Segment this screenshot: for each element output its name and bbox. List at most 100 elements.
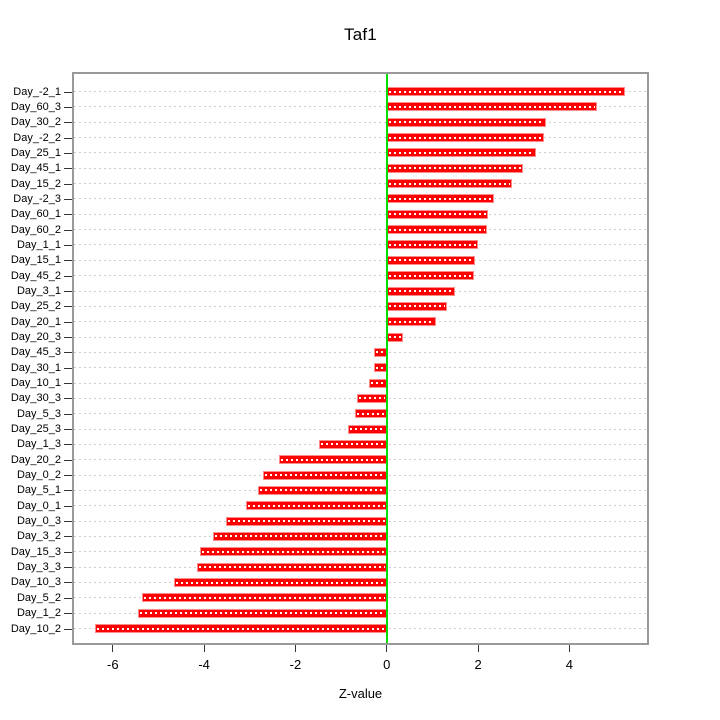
bar-hatch-pattern xyxy=(143,596,385,599)
bar-Day_-2_3 xyxy=(386,194,494,204)
bar-Day_1_1 xyxy=(386,240,479,250)
y-axis-label: Day_5_2 xyxy=(16,592,61,604)
bar-hatch-pattern xyxy=(388,228,486,231)
y-axis-tick xyxy=(64,613,72,614)
y-axis-tick xyxy=(64,506,72,507)
y-axis-label: Day_30_1 xyxy=(10,362,61,374)
bar-hatch-pattern xyxy=(388,259,474,262)
bar-hatch-pattern xyxy=(97,627,385,630)
zero-line xyxy=(385,74,388,643)
x-axis-tick-label: -6 xyxy=(107,657,119,672)
y-axis-label: Day_0_3 xyxy=(16,515,61,527)
y-axis-tick xyxy=(64,460,72,461)
y-axis-label: Day_1_1 xyxy=(16,239,61,251)
y-axis-label: Day_10_3 xyxy=(10,576,61,588)
y-axis-label: Day_30_3 xyxy=(10,392,61,404)
x-axis-tick-label: 4 xyxy=(565,657,573,672)
y-axis-label: Day_20_3 xyxy=(10,331,61,343)
gridline xyxy=(74,121,647,123)
bar-Day_25_2 xyxy=(386,301,448,311)
bar-hatch-pattern xyxy=(388,213,487,216)
bar-Day_60_3 xyxy=(386,102,597,112)
bar-hatch-pattern xyxy=(357,412,385,415)
y-axis-tick xyxy=(64,444,72,445)
gridline xyxy=(74,183,647,185)
y-axis-tick xyxy=(64,414,72,415)
y-axis-tick xyxy=(64,598,72,599)
bar-Day_30_3 xyxy=(357,393,387,403)
gridline xyxy=(74,382,647,384)
x-axis-tick xyxy=(477,645,479,652)
y-axis-tick xyxy=(64,306,72,307)
x-axis-tick-label: 2 xyxy=(474,657,482,672)
y-axis-tick xyxy=(64,521,72,522)
y-axis-label: Day_20_2 xyxy=(10,454,61,466)
y-axis-label: Day_30_2 xyxy=(10,116,61,128)
bar-hatch-pattern xyxy=(388,121,545,124)
x-axis-tick-label: -4 xyxy=(198,657,210,672)
y-axis-label: Day_-2_1 xyxy=(13,86,61,98)
x-axis-tick xyxy=(112,645,114,652)
y-axis-tick xyxy=(64,337,72,338)
bar-hatch-pattern xyxy=(227,520,385,523)
bar-Day_30_1 xyxy=(373,363,387,373)
y-axis-label: Day_5_1 xyxy=(16,484,61,496)
x-axis-tick xyxy=(568,645,570,652)
gridline xyxy=(74,351,647,353)
x-axis-title: Z-value xyxy=(338,686,383,701)
bar-hatch-pattern xyxy=(388,90,624,93)
gridline xyxy=(74,244,647,246)
y-axis-tick xyxy=(64,629,72,630)
bar-Day_5_3 xyxy=(355,409,387,419)
gridline xyxy=(74,290,647,292)
y-axis-label: Day_20_1 xyxy=(10,316,61,328)
y-axis-tick xyxy=(64,383,72,384)
gridline xyxy=(74,137,647,138)
y-axis-label: Day_15_2 xyxy=(10,178,61,190)
bar-Day_0_1 xyxy=(246,501,387,511)
bar-hatch-pattern xyxy=(349,428,385,430)
bar-hatch-pattern xyxy=(388,105,595,108)
y-axis-tick xyxy=(64,92,72,93)
y-axis-label: Day_45_1 xyxy=(10,162,61,174)
bar-Day_10_1 xyxy=(368,378,387,388)
y-axis-label: Day_60_2 xyxy=(10,224,61,236)
y-axis-label: Day_-2_3 xyxy=(13,193,61,205)
y-axis-tick xyxy=(64,291,72,292)
bar-Day_1_2 xyxy=(138,608,387,618)
gridline xyxy=(74,305,647,307)
bar-Day_15_2 xyxy=(386,179,512,189)
bar-hatch-pattern xyxy=(215,535,385,538)
y-axis-label: Day_3_2 xyxy=(16,530,61,542)
bar-hatch-pattern xyxy=(320,443,385,446)
y-axis-tick xyxy=(64,107,72,108)
bar-hatch-pattern xyxy=(281,458,385,461)
plot-area xyxy=(72,72,649,645)
bar-Day_1_3 xyxy=(318,439,387,449)
y-axis-label: Day_25_3 xyxy=(10,423,61,435)
bar-Day_45_2 xyxy=(386,271,474,281)
y-axis-label: Day_25_2 xyxy=(10,300,61,312)
gridline xyxy=(74,106,647,108)
bar-Day_-2_2 xyxy=(386,133,544,142)
y-axis-label: Day_-2_2 xyxy=(13,132,61,144)
y-axis-label: Day_60_1 xyxy=(10,208,61,220)
y-axis-tick xyxy=(64,276,72,277)
bar-Day_5_1 xyxy=(258,485,387,495)
bar-hatch-pattern xyxy=(265,474,385,477)
bar-Day_20_1 xyxy=(386,317,437,327)
y-axis-tick xyxy=(64,368,72,369)
bar-Day_3_2 xyxy=(213,531,387,541)
bar-Day_0_3 xyxy=(225,516,387,526)
y-axis-label: Day_25_1 xyxy=(10,147,61,159)
bar-Day_20_3 xyxy=(386,332,403,342)
y-axis-label: Day_10_1 xyxy=(10,377,61,389)
bar-hatch-pattern xyxy=(388,243,477,246)
y-axis-tick xyxy=(64,352,72,353)
bar-Day_10_3 xyxy=(174,578,387,587)
gridline xyxy=(74,336,647,338)
gridline xyxy=(74,198,647,200)
y-axis-label: Day_15_3 xyxy=(10,546,61,558)
bar-Day_0_2 xyxy=(263,470,387,480)
